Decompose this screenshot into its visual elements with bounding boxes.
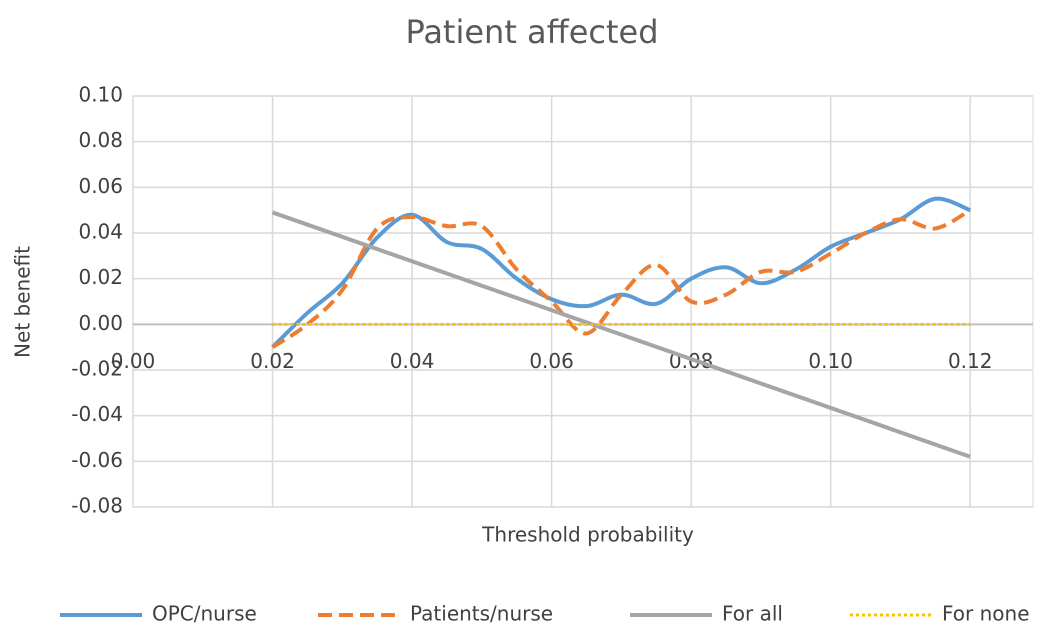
plot-frame	[132, 95, 1034, 508]
series-line	[271, 210, 971, 459]
legend-label: Patients/nurse	[410, 602, 553, 626]
y-tick-label: 0.08	[78, 128, 123, 152]
x-tick-label: 0.06	[529, 349, 574, 373]
x-tick-label: 0.10	[808, 349, 853, 373]
chart-title: Patient affected	[405, 13, 658, 51]
y-tick-label: 0.04	[78, 220, 123, 244]
y-tick-label: 0.02	[78, 265, 123, 289]
y-tick-label: 0.00	[78, 311, 123, 335]
x-tick-label: 0.04	[390, 349, 435, 373]
x-tick-label: 0.02	[250, 349, 295, 373]
y-tick-label: -0.06	[71, 448, 123, 472]
y-tick-label: -0.02	[71, 357, 123, 381]
y-tick-label: 0.10	[78, 83, 123, 107]
y-axis-label: Net benefit	[11, 246, 35, 358]
y-tick-label: -0.04	[71, 402, 123, 426]
x-tick-label: 0.00	[111, 349, 156, 373]
series-line	[271, 208, 972, 349]
x-tick-label: 0.12	[948, 349, 993, 373]
legend-label: For all	[722, 602, 783, 626]
x-axis-label: Threshold probability	[481, 523, 694, 547]
y-tick-label: 0.06	[78, 174, 123, 198]
y-tick-label: -0.08	[71, 494, 123, 518]
legend-label: OPC/nurse	[152, 602, 257, 626]
legend-label: For none	[942, 602, 1030, 626]
